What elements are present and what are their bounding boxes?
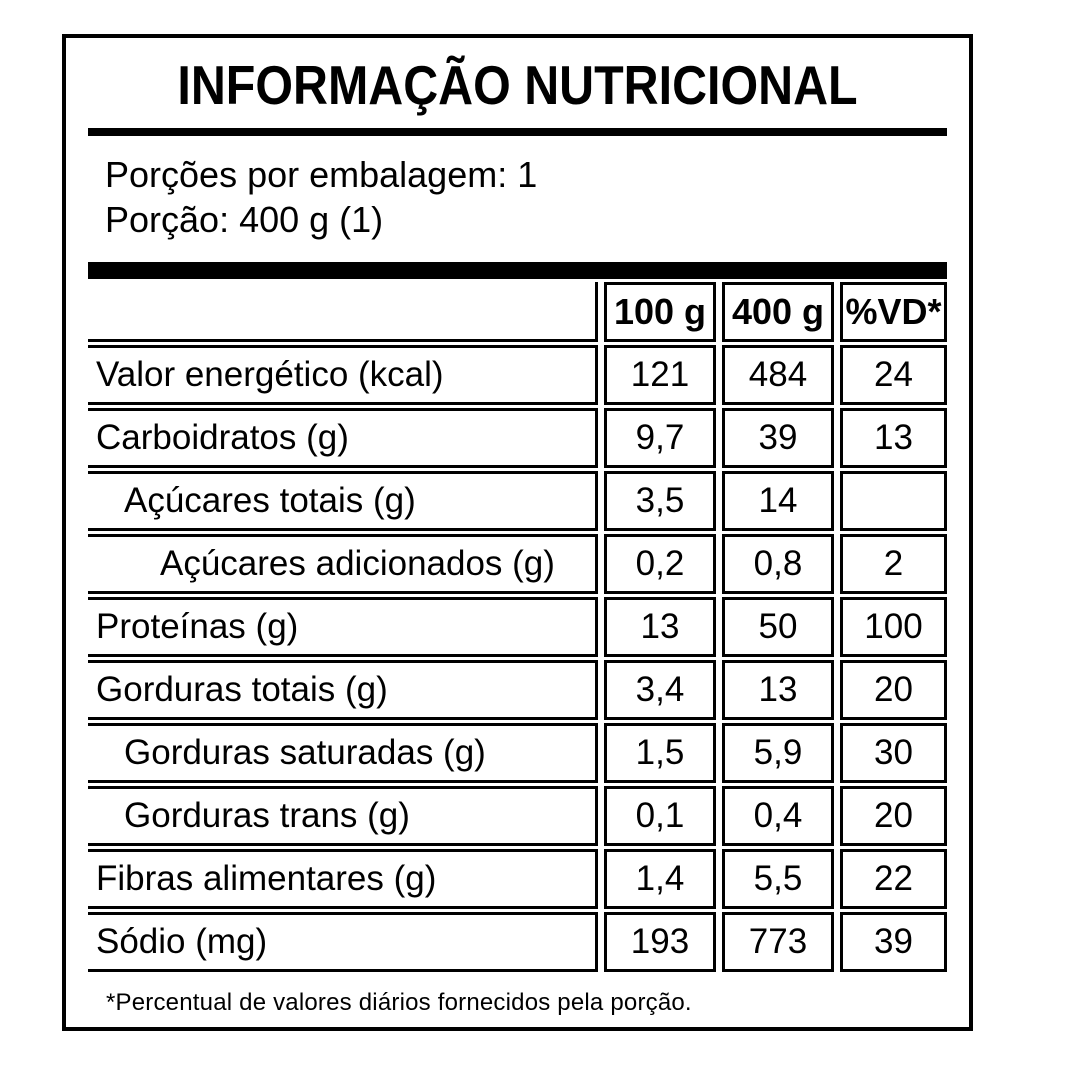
value-percent-dv: 24 xyxy=(840,345,947,405)
nutrient-name: Proteínas (g) xyxy=(88,597,598,657)
column-header-100g: 100 g xyxy=(604,282,716,342)
value-per-400g: 50 xyxy=(722,597,834,657)
section-divider-bar xyxy=(88,262,947,279)
nutrient-name: Gorduras saturadas (g) xyxy=(88,723,598,783)
daily-values-footnote: *Percentual de valores diários fornecido… xyxy=(106,989,692,1016)
value-percent-dv xyxy=(840,471,947,531)
value-per-100g: 3,5 xyxy=(604,471,716,531)
value-per-100g: 3,4 xyxy=(604,660,716,720)
serving-info: Porções por embalagem: 1 Porção: 400 g (… xyxy=(105,152,947,242)
nutrition-table: 100 g 400 g %VD* Valor energético (kcal)… xyxy=(82,279,953,975)
value-per-100g: 0,1 xyxy=(604,786,716,846)
table-row-acucares-adicionados: Açúcares adicionados (g) 0,2 0,8 2 xyxy=(88,534,947,594)
value-per-400g: 0,4 xyxy=(722,786,834,846)
column-header-percent-dv: %VD* xyxy=(840,282,947,342)
table-row-valor-energetico: Valor energético (kcal) 121 484 24 xyxy=(88,345,947,405)
value-per-400g: 484 xyxy=(722,345,834,405)
value-per-400g: 39 xyxy=(722,408,834,468)
label-title: INFORMAÇÃO NUTRICIONAL xyxy=(177,54,858,116)
value-percent-dv: 22 xyxy=(840,849,947,909)
table-row-fibras-alimentares: Fibras alimentares (g) 1,4 5,5 22 xyxy=(88,849,947,909)
value-per-100g: 13 xyxy=(604,597,716,657)
nutrient-name: Fibras alimentares (g) xyxy=(88,849,598,909)
value-per-400g: 5,5 xyxy=(722,849,834,909)
value-percent-dv: 100 xyxy=(840,597,947,657)
portion-line: Porção: 400 g (1) xyxy=(105,199,384,240)
servings-per-package-line: Porções por embalagem: 1 xyxy=(105,154,538,195)
nutrient-name: Gorduras trans (g) xyxy=(88,786,598,846)
value-per-400g: 773 xyxy=(722,912,834,972)
table-row-sodio: Sódio (mg) 193 773 39 xyxy=(88,912,947,972)
column-header-400g: 400 g xyxy=(722,282,834,342)
value-percent-dv: 30 xyxy=(840,723,947,783)
value-per-100g: 1,4 xyxy=(604,849,716,909)
value-per-400g: 14 xyxy=(722,471,834,531)
table-row-carboidratos: Carboidratos (g) 9,7 39 13 xyxy=(88,408,947,468)
value-per-400g: 5,9 xyxy=(722,723,834,783)
value-percent-dv: 39 xyxy=(840,912,947,972)
value-per-100g: 1,5 xyxy=(604,723,716,783)
table-row-gorduras-trans: Gorduras trans (g) 0,1 0,4 20 xyxy=(88,786,947,846)
nutrition-label-box: INFORMAÇÃO NUTRICIONAL Porções por embal… xyxy=(62,34,973,1031)
value-per-400g: 0,8 xyxy=(722,534,834,594)
nutrient-name: Açúcares totais (g) xyxy=(88,471,598,531)
value-percent-dv: 20 xyxy=(840,786,947,846)
table-row-gorduras-saturadas: Gorduras saturadas (g) 1,5 5,9 30 xyxy=(88,723,947,783)
table-row-gorduras-totais: Gorduras totais (g) 3,4 13 20 xyxy=(88,660,947,720)
value-per-100g: 0,2 xyxy=(604,534,716,594)
nutrient-name: Açúcares adicionados (g) xyxy=(88,534,598,594)
nutrient-name: Carboidratos (g) xyxy=(88,408,598,468)
table-row-proteinas: Proteínas (g) 13 50 100 xyxy=(88,597,947,657)
value-percent-dv: 20 xyxy=(840,660,947,720)
table-row-acucares-totais: Açúcares totais (g) 3,5 14 xyxy=(88,471,947,531)
title-divider-rule xyxy=(88,128,947,136)
nutrient-name: Gorduras totais (g) xyxy=(88,660,598,720)
nutrient-name: Valor energético (kcal) xyxy=(88,345,598,405)
nutrient-name: Sódio (mg) xyxy=(88,912,598,972)
value-per-400g: 13 xyxy=(722,660,834,720)
value-per-100g: 9,7 xyxy=(604,408,716,468)
table-header-row: 100 g 400 g %VD* xyxy=(88,282,947,342)
header-spacer-cell xyxy=(88,282,598,342)
value-percent-dv: 2 xyxy=(840,534,947,594)
value-per-100g: 193 xyxy=(604,912,716,972)
value-per-100g: 121 xyxy=(604,345,716,405)
value-percent-dv: 13 xyxy=(840,408,947,468)
